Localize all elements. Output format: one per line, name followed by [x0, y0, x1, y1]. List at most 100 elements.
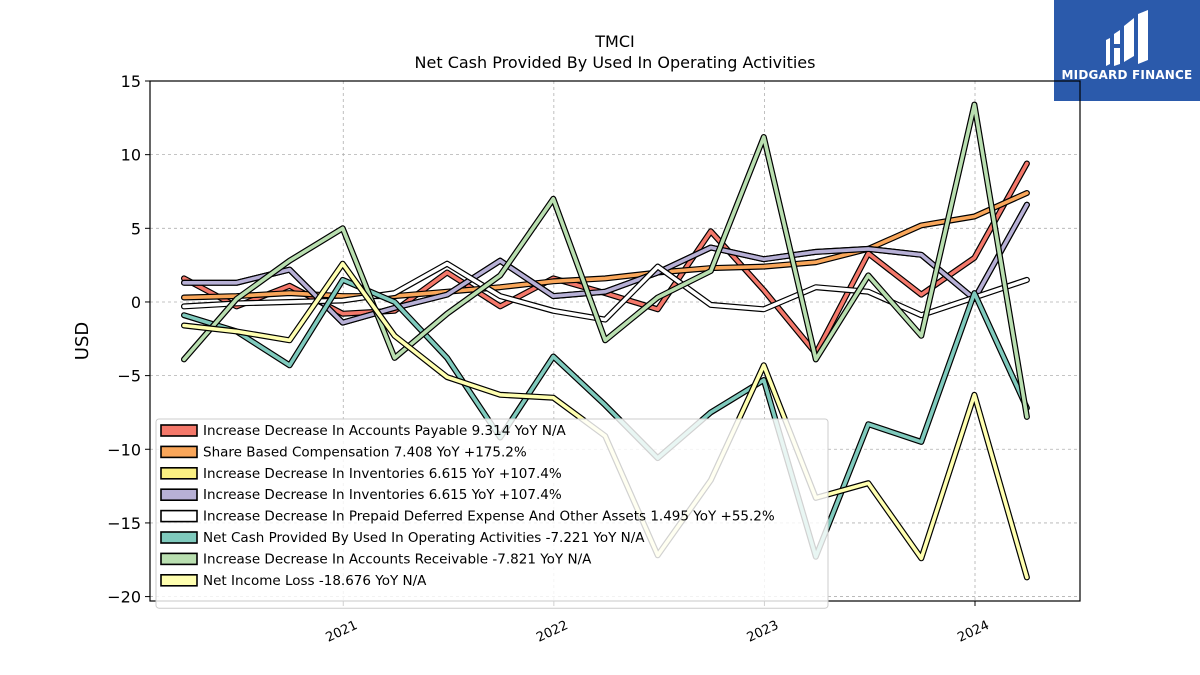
data-point — [919, 253, 923, 257]
data-point — [972, 215, 976, 218]
data-point — [445, 293, 449, 297]
data-point — [972, 256, 976, 260]
data-point — [288, 300, 292, 304]
data-point — [551, 279, 555, 283]
data-point — [288, 284, 292, 288]
data-point — [445, 262, 449, 266]
y-tick-label: 5 — [131, 219, 141, 238]
data-point — [603, 403, 607, 407]
data-point — [182, 281, 186, 285]
data-point — [866, 273, 870, 277]
data-point — [182, 296, 186, 299]
brand-name: MIDGARD FINANCE — [1061, 68, 1193, 82]
data-point — [551, 396, 555, 400]
y-axis-label: USD — [72, 322, 93, 360]
data-point — [866, 422, 870, 426]
series-outline-increase-decrease-in-accounts-receivable — [181, 101, 1030, 420]
legend-entry-label: Increase Decrease In Prepaid Deferred Ex… — [203, 509, 775, 525]
data-point — [1025, 162, 1029, 165]
data-point — [498, 273, 502, 277]
y-tick-label: −5 — [117, 367, 141, 386]
data-point — [814, 357, 818, 361]
x-tick-label: 2024 — [955, 618, 991, 646]
data-point — [551, 197, 555, 201]
data-point — [498, 285, 502, 289]
data-point — [709, 246, 713, 249]
data-point — [1025, 415, 1029, 419]
data-point — [182, 304, 186, 308]
legend-entry-label: Increase Decrease In Inventories 6.615 Y… — [203, 487, 562, 503]
data-point — [656, 296, 660, 299]
legend-swatch — [160, 509, 198, 523]
data-point — [288, 338, 292, 342]
legend-entry-label: Increase Decrease In Accounts Receivable… — [203, 551, 592, 567]
data-point — [762, 135, 766, 139]
legend-entry-label: Net Cash Provided By Used In Operating A… — [203, 530, 645, 546]
series-outline-increase-decrease-in-accounts-payable-9- — [181, 160, 1030, 357]
data-point — [656, 271, 660, 274]
data-point — [288, 259, 292, 263]
data-point — [341, 312, 345, 316]
data-point — [762, 307, 766, 311]
data-point — [341, 262, 345, 266]
legend-entry-label: Increase Decrease In Inventories 6.615 Y… — [203, 466, 562, 482]
data-point — [182, 357, 186, 361]
data-point — [656, 307, 660, 311]
series-line-increase-decrease-in-accounts-payable-9- — [182, 161, 1029, 356]
data-point — [551, 294, 555, 298]
data-point — [762, 265, 766, 269]
data-point — [972, 291, 976, 295]
data-point — [445, 271, 449, 274]
legend-swatch — [160, 424, 198, 437]
data-point — [709, 229, 713, 233]
legend — [155, 418, 829, 609]
y-tick-label: 10 — [121, 146, 141, 165]
data-point — [341, 226, 345, 230]
data-point — [393, 356, 397, 360]
data-point — [709, 303, 713, 307]
y-tick-label: 15 — [121, 72, 141, 91]
data-point — [919, 440, 923, 444]
data-point — [288, 291, 292, 295]
data-point — [551, 309, 555, 313]
data-point — [814, 285, 818, 289]
data-point — [393, 300, 397, 304]
data-point — [445, 375, 449, 379]
data-point — [972, 393, 976, 397]
midgard-logo-icon — [1106, 10, 1148, 66]
data-point — [919, 556, 923, 560]
chart-subtitle: Net Cash Provided By Used In Operating A… — [415, 53, 816, 72]
data-point — [656, 265, 660, 269]
data-point — [498, 304, 502, 308]
data-point — [341, 294, 345, 298]
data-point — [919, 293, 923, 297]
y-tick-label: −10 — [107, 440, 141, 459]
data-point — [341, 299, 345, 302]
data-point — [288, 268, 292, 272]
legend-swatch — [160, 445, 198, 459]
data-point — [182, 324, 186, 327]
data-point — [762, 257, 766, 261]
data-point — [919, 334, 923, 338]
data-point — [235, 297, 238, 301]
legend-swatch — [160, 531, 198, 544]
data-point — [445, 312, 449, 316]
data-point — [603, 338, 607, 342]
data-point — [498, 259, 502, 263]
x-tick-label: 2021 — [324, 618, 360, 646]
y-tick-label: 0 — [131, 293, 141, 312]
data-point — [1025, 191, 1029, 195]
data-point — [1025, 203, 1029, 207]
data-point — [1025, 278, 1029, 282]
data-point — [341, 321, 345, 325]
brand-logo: MIDGARD FINANCE — [1054, 0, 1200, 101]
legend-swatch — [160, 573, 198, 587]
series-line-increase-decrease-in-accounts-receivable — [182, 102, 1029, 419]
legend-swatch — [160, 466, 198, 480]
legend-entry-label: Increase Decrease In Accounts Payable 9.… — [203, 423, 566, 439]
y-tick-label: −15 — [107, 514, 141, 533]
data-point — [814, 250, 818, 254]
data-point — [603, 290, 607, 294]
data-point — [1025, 575, 1029, 579]
